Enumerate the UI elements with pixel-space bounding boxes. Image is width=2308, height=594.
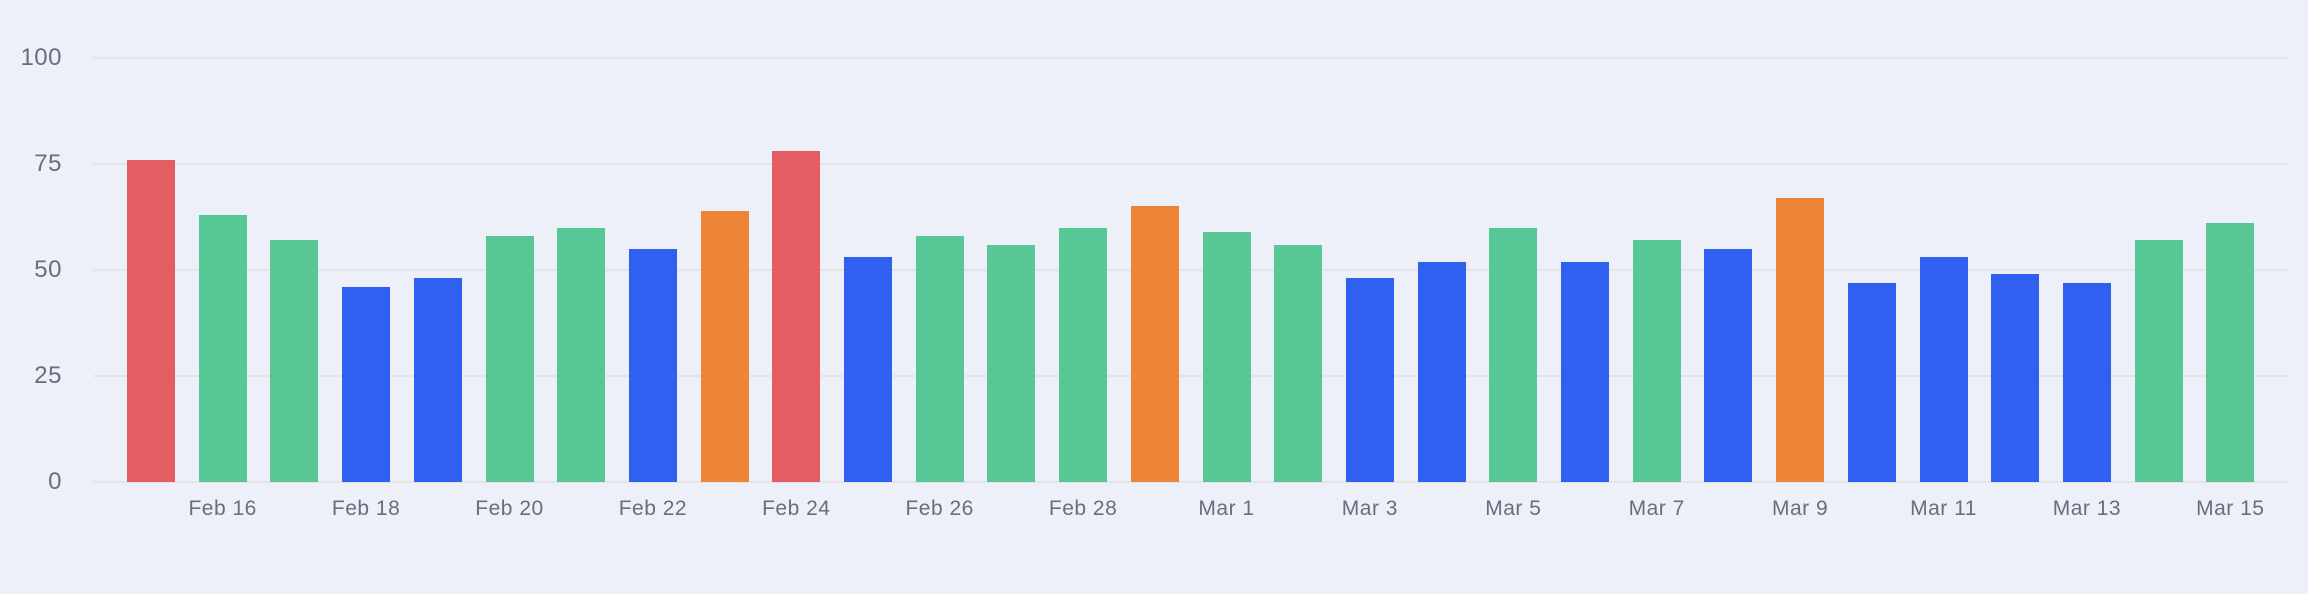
bar-mar-13[interactable] [2062, 282, 2111, 482]
bar-mar-1[interactable] [1202, 231, 1251, 482]
bar-feb-16[interactable] [198, 214, 247, 482]
bar-mar-2[interactable] [1274, 244, 1323, 482]
y-axis-tick-label: 50 [34, 256, 62, 283]
y-axis-tick-label: 75 [34, 150, 62, 177]
bar-feb-27[interactable] [987, 244, 1036, 482]
x-axis-tick-label: Mar 9 [1772, 497, 1829, 520]
bar-feb-18[interactable] [342, 286, 391, 482]
bar-feb-25[interactable] [844, 257, 892, 482]
x-axis-tick-label: Mar 1 [1198, 497, 1255, 520]
bar-mar-10[interactable] [1847, 282, 1896, 482]
gridline-50 [93, 269, 2288, 271]
bar-feb-26[interactable] [915, 236, 964, 482]
x-axis-tick-label: Feb 28 [1048, 497, 1118, 520]
bar-mar-12[interactable] [1991, 274, 2040, 482]
bar-feb-22[interactable] [628, 248, 677, 482]
x-axis-tick-label: Mar 11 [1910, 497, 1977, 520]
x-axis-tick-label: Feb 16 [188, 497, 257, 520]
bar-feb-24[interactable] [772, 151, 821, 482]
x-axis-tick-label: Mar 13 [2052, 497, 2122, 520]
bar-feb-15[interactable] [127, 159, 175, 482]
bar-feb-17[interactable] [270, 240, 319, 482]
x-axis-tick-label: Mar 15 [2196, 497, 2265, 520]
gridline-75 [93, 163, 2288, 165]
bar-mar-7[interactable] [1632, 240, 1681, 482]
gridline-0 [93, 481, 2288, 483]
x-axis-tick-label: Feb 22 [618, 497, 688, 520]
bar-mar-11[interactable] [1919, 257, 1968, 482]
bar-feb-29[interactable] [1130, 206, 1179, 482]
bar-feb-28[interactable] [1059, 227, 1108, 482]
bar-feb-23[interactable] [700, 210, 749, 482]
bar-mar-8[interactable] [1704, 248, 1753, 482]
bar-mar-4[interactable] [1417, 261, 1466, 482]
bar-feb-20[interactable] [485, 236, 534, 482]
bar-mar-3[interactable] [1345, 278, 1394, 482]
bar-mar-5[interactable] [1489, 227, 1538, 482]
y-axis-tick-label: 100 [20, 44, 62, 71]
bar-mar-6[interactable] [1561, 261, 1609, 482]
bar-feb-19[interactable] [413, 278, 462, 482]
x-axis-tick-label: Feb 24 [762, 497, 831, 520]
bar-mar-14[interactable] [2134, 240, 2183, 482]
gridline-100 [93, 57, 2288, 59]
gridline-25 [93, 375, 2288, 377]
y-axis-tick-label: 25 [34, 362, 62, 389]
x-axis-tick-label: Mar 3 [1341, 497, 1398, 520]
x-axis-tick-label: Feb 20 [475, 497, 544, 520]
y-axis-tick-label: 0 [48, 468, 62, 495]
bar-mar-9[interactable] [1776, 197, 1825, 482]
x-axis-tick-label: Feb 26 [905, 497, 974, 520]
x-axis-tick-label: Feb 18 [331, 497, 401, 520]
bar-feb-21[interactable] [557, 227, 606, 482]
bar-mar-15[interactable] [2206, 223, 2255, 482]
x-axis-tick-label: Mar 5 [1485, 497, 1542, 520]
x-axis-tick-label: Mar 7 [1628, 497, 1685, 520]
